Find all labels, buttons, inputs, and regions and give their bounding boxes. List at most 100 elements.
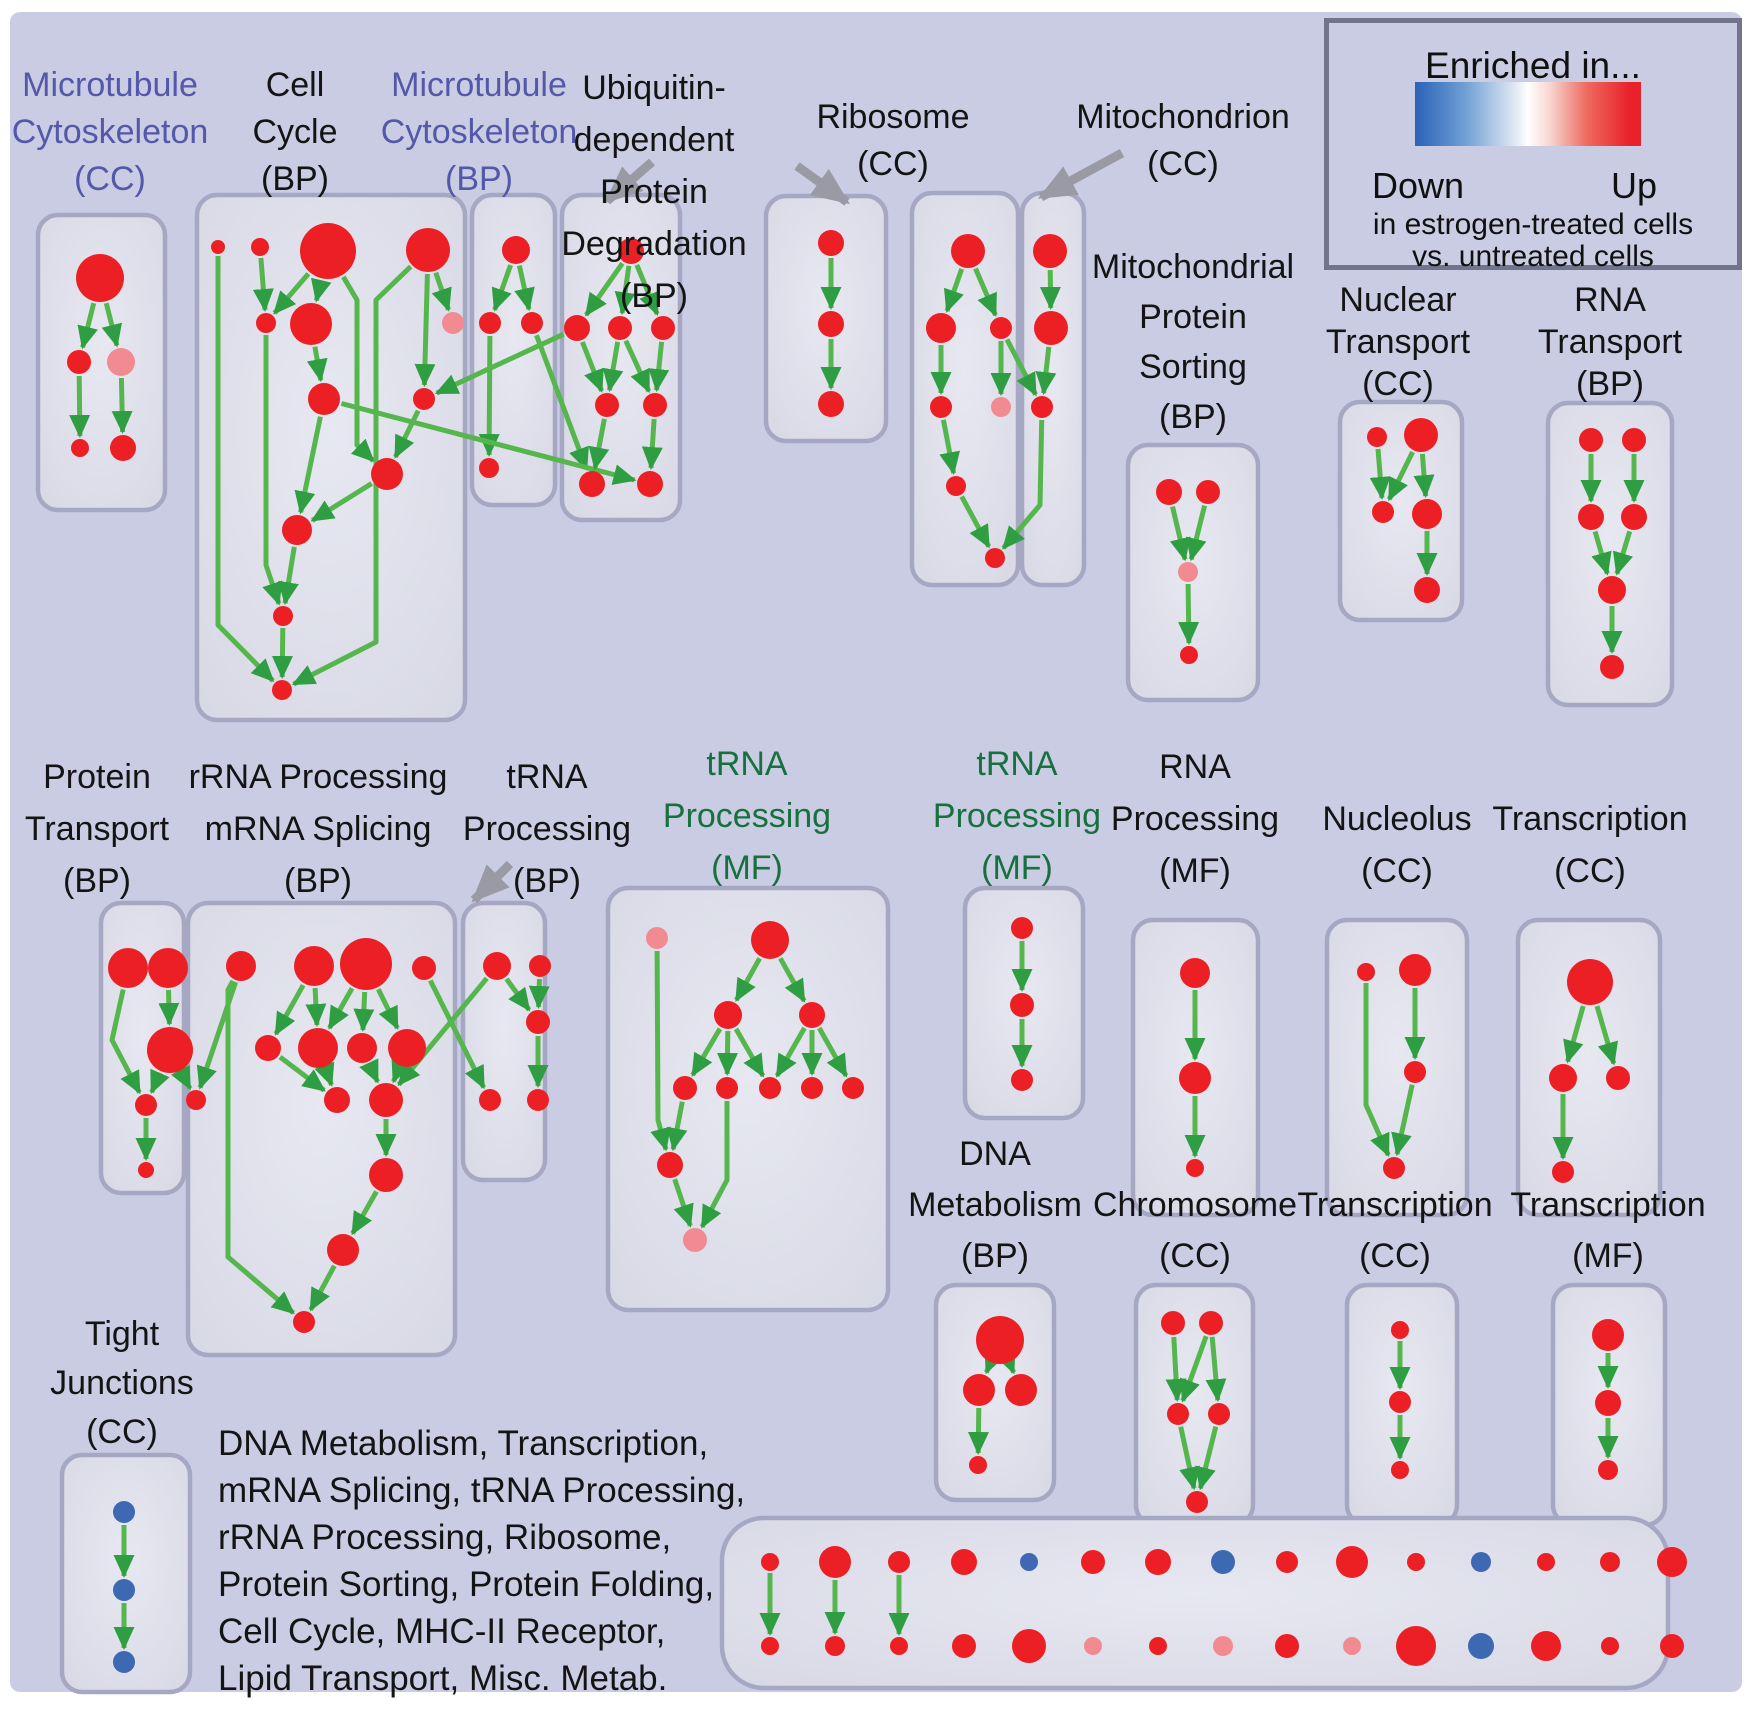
category-label-ubiquitin: Degradation <box>561 225 746 263</box>
go-term-node-red <box>1414 577 1440 603</box>
label-pointer-arrow-icon <box>470 860 514 904</box>
category-label-ribosome: Ribosome <box>816 98 969 136</box>
go-term-node-red <box>371 458 403 490</box>
category-box-nuclear-transport <box>1337 399 1465 623</box>
go-term-node-red <box>761 1553 779 1571</box>
category-label-rna-proc-mf: (MF) <box>1159 852 1231 890</box>
category-label-mito-sorting: Sorting <box>1139 348 1247 386</box>
category-box-trna-bp <box>460 900 548 1183</box>
go-term-node-red <box>1595 1390 1621 1416</box>
shared-categories-note-line: rRNA Processing, Ribosome, <box>218 1518 671 1557</box>
category-label-cell-cycle: Cycle <box>252 113 337 151</box>
edge-arrow <box>396 976 489 1087</box>
edge-arrow <box>666 1101 688 1152</box>
category-label-chromosome: Chromosome <box>1093 1186 1297 1224</box>
go-term-node-red <box>1404 418 1438 452</box>
edge-arrow <box>995 1349 1016 1375</box>
edge-arrow <box>1612 530 1634 576</box>
go-term-node-red <box>294 946 334 986</box>
go-term-node-red <box>413 388 435 410</box>
go-term-node-red <box>1399 954 1431 986</box>
go-term-node-red <box>1598 576 1626 604</box>
shared-categories-note-line: Protein Sorting, Protein Folding, <box>218 1565 714 1604</box>
go-term-node-red <box>1005 1374 1037 1406</box>
go-term-node-red <box>412 956 436 980</box>
go-term-node-red <box>608 316 632 340</box>
edge-arrow <box>111 377 133 434</box>
category-label-tight-junctions: (CC) <box>86 1413 158 1451</box>
label-pointer-arrow-icon <box>604 158 655 205</box>
category-label-trna-bp: Processing <box>463 810 631 848</box>
go-term-node-red <box>714 1001 742 1029</box>
edge-arrow <box>434 332 565 396</box>
go-term-node-red <box>1186 1159 1204 1177</box>
edge-arrow <box>109 988 142 1095</box>
go-term-node-red <box>226 951 256 981</box>
category-label-mito-sorting: Mitochondrial <box>1092 248 1294 286</box>
shared-categories-note-line: DNA Metabolism, Transcription, <box>218 1424 708 1463</box>
go-term-node-red <box>985 548 1005 568</box>
category-label-mt-bp: Cytoskeleton <box>381 113 578 151</box>
edge-arrow <box>1205 1336 1227 1403</box>
go-term-node-red <box>406 228 450 272</box>
go-term-node-red <box>990 317 1012 339</box>
go-term-node-red <box>282 515 312 545</box>
category-label-ubiquitin: (BP) <box>620 277 688 315</box>
category-label-trna-mf-2: (MF) <box>981 849 1053 887</box>
go-term-node-red <box>799 1002 825 1028</box>
edge-arrow <box>69 375 91 438</box>
edge-arrow <box>584 261 625 317</box>
go-term-node-red <box>801 1077 823 1099</box>
edge-arrow <box>944 268 965 313</box>
go-term-node-red <box>643 393 667 417</box>
go-term-node-pink <box>1178 562 1198 582</box>
go-term-node-red <box>761 1637 779 1655</box>
category-label-mt-bp: (BP) <box>445 160 513 198</box>
category-label-dna-metab: Metabolism <box>908 1186 1082 1224</box>
go-term-node-pink <box>646 927 668 949</box>
go-term-node-red <box>751 921 789 959</box>
go-term-node-red <box>1383 1157 1405 1179</box>
go-term-node-red <box>1145 1549 1171 1575</box>
edge-arrow <box>734 957 762 1002</box>
go-term-node-red <box>298 1028 338 1068</box>
go-term-node-red <box>293 1311 315 1333</box>
go-term-node-red <box>300 223 356 279</box>
go-term-node-red <box>529 955 551 977</box>
edge-arrow <box>273 983 306 1036</box>
go-term-node-red <box>256 313 276 333</box>
shared-categories-note-line: Lipid Transport, Misc. Metab. <box>218 1659 667 1698</box>
category-label-ubiquitin: Protein <box>600 173 708 211</box>
legend: Enriched in... Down Up in estrogen-treat… <box>1324 18 1742 273</box>
edge-arrow <box>310 277 332 303</box>
go-term-node-red <box>273 606 293 626</box>
edge-arrow <box>340 401 637 485</box>
category-box-dna-metab <box>933 1282 1057 1503</box>
go-term-node-red <box>526 1010 550 1034</box>
category-label-trna-mf-1: tRNA <box>706 745 788 783</box>
go-term-node-red <box>1391 1321 1409 1339</box>
go-term-node-red <box>1407 1553 1425 1571</box>
edge-arrow <box>733 1027 766 1078</box>
go-term-node-red <box>308 383 340 415</box>
edge-arrow <box>1363 983 1391 1158</box>
label-pointer-arrow-icon <box>794 162 850 206</box>
go-term-node-pink <box>107 348 135 376</box>
category-label-ubiquitin: Ubiquitin- <box>582 69 726 107</box>
go-term-node-red <box>1660 1634 1684 1658</box>
go-term-node-blue <box>1471 1552 1491 1572</box>
go-term-node-red <box>890 1637 908 1655</box>
shared-categories-note-line: Cell Cycle, MHC-II Receptor, <box>218 1612 665 1651</box>
edge-arrow <box>314 1061 335 1087</box>
edge-arrow <box>817 1026 849 1078</box>
go-term-node-red <box>1391 1461 1409 1479</box>
edge-arrow <box>973 267 998 317</box>
go-term-node-red <box>1033 234 1067 268</box>
go-term-node-red <box>1012 1629 1046 1663</box>
edge-arrow <box>959 495 991 549</box>
go-term-node-red <box>1196 480 1220 504</box>
go-term-node-red <box>388 1029 426 1067</box>
go-term-node-red <box>1156 479 1182 505</box>
edge-arrow <box>353 991 375 1032</box>
go-term-node-red <box>527 1089 549 1111</box>
